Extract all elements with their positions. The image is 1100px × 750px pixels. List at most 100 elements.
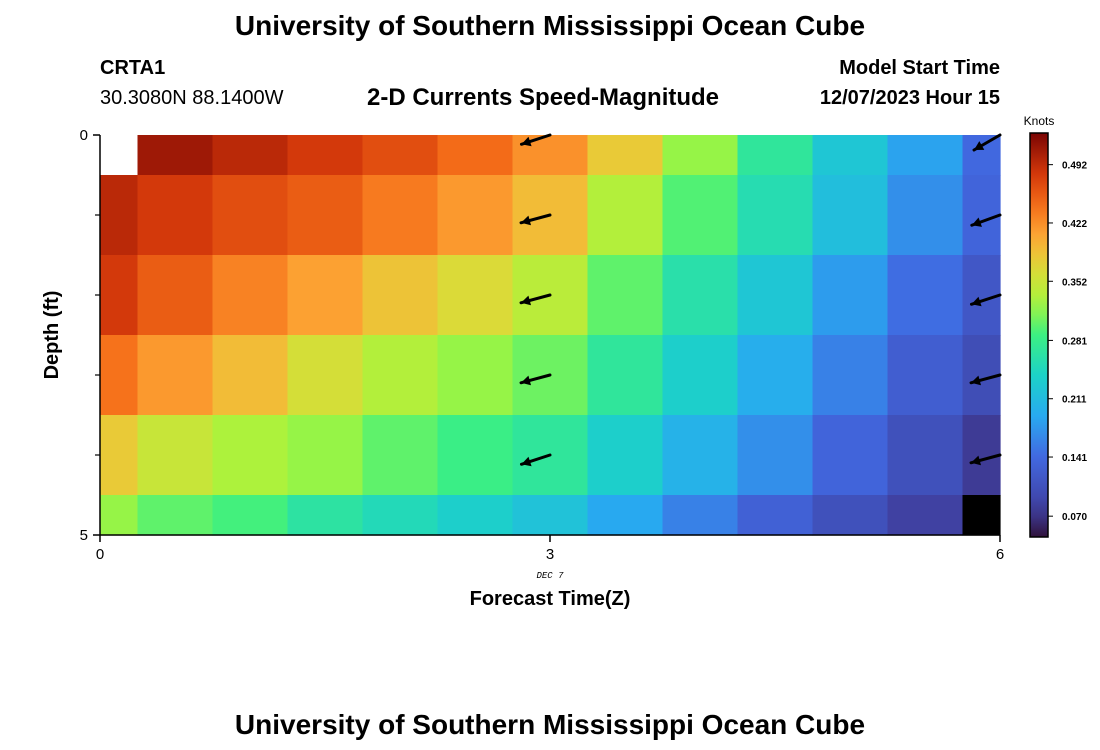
heatmap-cell	[212, 255, 289, 336]
heatmap-cell	[512, 495, 589, 536]
heatmap-cell	[737, 175, 814, 256]
heatmap-cell	[662, 255, 739, 336]
page-title: University of Southern Mississippi Ocean…	[234, 10, 866, 41]
heatmap-cell	[100, 335, 139, 416]
arrow-head	[971, 375, 982, 386]
heatmap-cell	[887, 255, 964, 336]
heatmap-cell	[287, 335, 364, 416]
heatmap-cell	[962, 175, 1001, 256]
current-vector-arrow	[519, 133, 552, 147]
heatmap-cell	[287, 255, 364, 336]
chart-subtitle: 2-D Currents Speed-Magnitude	[367, 84, 720, 111]
colorbar-title: Knots	[1024, 114, 1055, 128]
heatmap-cell	[100, 175, 139, 256]
heatmap-cell	[137, 335, 214, 416]
heatmap-cell	[587, 135, 664, 176]
heatmap-cell	[137, 255, 214, 336]
heatmap-cell	[362, 175, 439, 256]
heatmap-cell	[137, 415, 214, 496]
station-coords: 30.3080N 88.1400W	[100, 87, 284, 109]
heatmap-cell	[662, 135, 739, 176]
heatmap-cell	[362, 135, 439, 176]
heatmap-cell	[812, 495, 889, 536]
heatmap-cell	[662, 335, 739, 416]
model-start-label: Model Start Time	[839, 57, 1000, 79]
heatmap-cell	[287, 135, 364, 176]
heatmap-cell	[812, 175, 889, 256]
arrow-head	[971, 296, 982, 307]
model-start-value: 12/07/2023 Hour 15	[819, 87, 1000, 109]
heatmap-cell	[137, 175, 214, 256]
current-vector-arrow	[519, 453, 552, 467]
x-date-label: DEC 7	[536, 571, 564, 581]
heatmap-cell	[812, 335, 889, 416]
heatmap-cell	[437, 335, 514, 416]
heatmap-cell	[587, 175, 664, 256]
heatmap-cell	[137, 135, 214, 176]
x-tick-label: 0	[96, 546, 104, 563]
heatmap-cell	[737, 495, 814, 536]
footer-title: University of Southern Mississippi Ocean…	[234, 709, 866, 740]
heatmap-cell	[962, 135, 1001, 176]
heatmap-cell	[437, 415, 514, 496]
heatmap-cell	[100, 255, 139, 336]
heatmap-cell	[662, 495, 739, 536]
colorbar-tick-label: 0.141	[1062, 453, 1087, 464]
colorbar	[1029, 132, 1049, 538]
heatmap-cell	[212, 335, 289, 416]
heatmap-cell	[812, 135, 889, 176]
heatmap-cell	[362, 495, 439, 536]
current-vector-arrow	[519, 373, 552, 386]
current-vector-arrow	[970, 213, 1002, 227]
heatmap-cell	[887, 415, 964, 496]
heatmap-cell	[100, 135, 139, 176]
heatmap-cell	[737, 255, 814, 336]
heatmap-cell	[287, 495, 364, 536]
station-name: CRTA1	[100, 57, 166, 79]
heatmap-cell	[287, 175, 364, 256]
current-vector-arrow	[969, 453, 1002, 466]
heatmap-cell	[662, 175, 739, 256]
heatmap-cell	[137, 495, 214, 536]
heatmap-cell	[587, 495, 664, 536]
heatmap-cell	[362, 415, 439, 496]
colorbar-tick-label: 0.211	[1062, 395, 1087, 406]
heatmap-cell	[100, 495, 139, 536]
heatmap-cell	[212, 415, 289, 496]
heatmap-cell	[587, 255, 664, 336]
heatmap-cell	[437, 175, 514, 256]
heatmap-cell	[887, 335, 964, 416]
current-vector-arrow	[519, 293, 552, 306]
x-tick-label: 3	[546, 546, 554, 563]
heatmap-cell	[437, 255, 514, 336]
colorbar-tick-label: 0.492	[1062, 161, 1087, 172]
heatmap-cell	[737, 135, 814, 176]
heatmap-cell	[212, 175, 289, 256]
heatmap-cell	[812, 255, 889, 336]
arrow-head	[521, 136, 532, 147]
heatmap-cell	[962, 495, 1001, 536]
heatmap-cell	[887, 495, 964, 536]
heatmap-cell	[362, 335, 439, 416]
heatmap-cell	[287, 415, 364, 496]
current-vector-arrow	[972, 133, 1002, 152]
arrow-head	[521, 456, 532, 467]
colorbar-tick-label: 0.281	[1062, 336, 1087, 347]
arrow-head	[974, 141, 985, 150]
current-vector-arrow	[969, 293, 1002, 307]
heatmap-cell	[437, 495, 514, 536]
x-axis-label: Forecast Time(Z)	[470, 588, 631, 610]
colorbar-tick-label: 0.352	[1062, 277, 1087, 288]
heatmap-cell	[362, 255, 439, 336]
y-tick-label: 0	[80, 127, 88, 144]
heatmap-cell	[587, 335, 664, 416]
heatmap-cell	[212, 135, 289, 176]
arrow-head	[521, 375, 532, 386]
arrow-head	[521, 295, 532, 306]
y-axis-label: Depth (ft)	[41, 291, 63, 380]
colorbar-tick-label: 0.422	[1062, 219, 1087, 230]
current-vector-arrow	[519, 213, 552, 226]
heatmap-cell	[887, 175, 964, 256]
heatmap-cell	[662, 415, 739, 496]
